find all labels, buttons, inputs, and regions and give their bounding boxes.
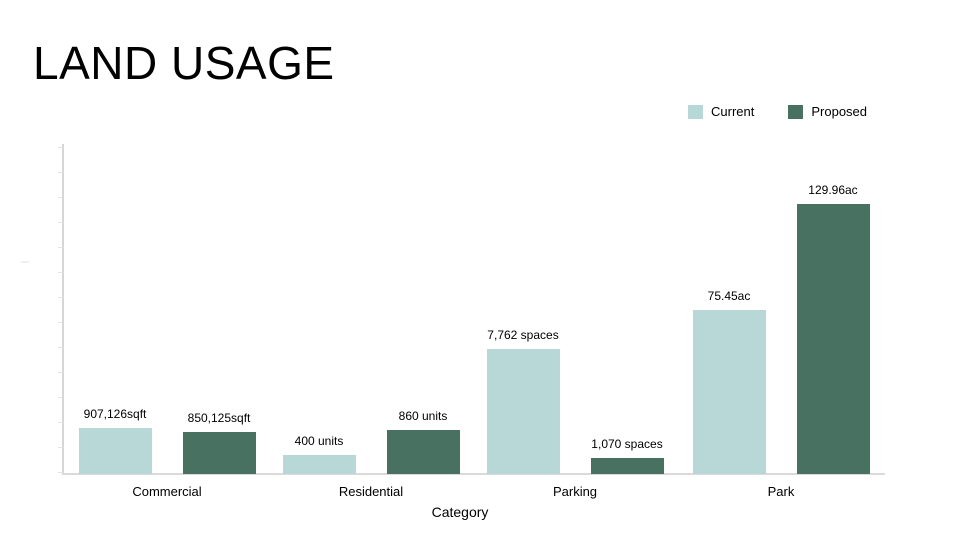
y-axis-faint-mark <box>21 261 29 263</box>
bar-proposed-commercial <box>182 432 256 474</box>
legend-item-current: Current <box>688 104 754 119</box>
y-axis-tick <box>58 447 63 448</box>
y-axis-tick <box>58 347 63 348</box>
bar-value-label-proposed-commercial: 850,125sqft <box>187 411 251 425</box>
bar-value-label-current-parking: 7,762 spaces <box>487 328 559 342</box>
legend: Current Proposed <box>688 104 867 119</box>
bar-current-park <box>692 310 766 474</box>
y-axis-tick <box>58 422 63 423</box>
x-axis-title: Category <box>431 504 489 520</box>
bar-value-label-proposed-park: 129.96ac <box>808 183 858 197</box>
bar-value-label-current-park: 75.45ac <box>707 289 751 303</box>
bar-value-label-current-commercial: 907,126sqft <box>83 407 147 421</box>
y-axis-tick <box>58 247 63 248</box>
legend-swatch-proposed-icon <box>788 104 804 119</box>
y-axis-tick <box>58 397 63 398</box>
y-axis-tick <box>58 272 63 273</box>
y-axis-tick <box>58 322 63 323</box>
x-tick-label-commercial: Commercial <box>132 484 202 499</box>
bar-current-commercial <box>78 428 152 474</box>
chart-title: LAND USAGE <box>33 37 335 89</box>
bar-current-parking <box>486 349 560 474</box>
y-axis-tick <box>58 372 63 373</box>
bar-proposed-residential <box>386 430 460 474</box>
x-tick-label-residential: Residential <box>338 484 404 499</box>
y-axis-tick <box>58 147 63 148</box>
legend-label-current: Current <box>711 104 755 119</box>
y-axis-tick <box>58 472 63 473</box>
bar-value-label-proposed-parking: 1,070 spaces <box>591 437 663 451</box>
y-axis-tick <box>58 197 63 198</box>
y-axis-tick <box>58 297 63 298</box>
bar-proposed-park <box>796 204 870 474</box>
x-tick-label-park: Park <box>767 484 795 499</box>
y-axis-tick <box>58 222 63 223</box>
x-tick-label-parking: Parking <box>552 484 598 499</box>
x-axis-line <box>63 473 885 475</box>
legend-label-proposed: Proposed <box>811 104 868 119</box>
bar-current-residential <box>282 455 356 474</box>
bar-value-label-proposed-residential: 860 units <box>398 409 448 423</box>
y-axis-tick <box>58 172 63 173</box>
bar-value-label-current-residential: 400 units <box>294 434 344 448</box>
y-axis-line <box>62 144 64 475</box>
legend-item-proposed: Proposed <box>788 104 867 119</box>
bar-proposed-parking <box>590 458 664 474</box>
legend-swatch-current-icon <box>688 104 703 119</box>
